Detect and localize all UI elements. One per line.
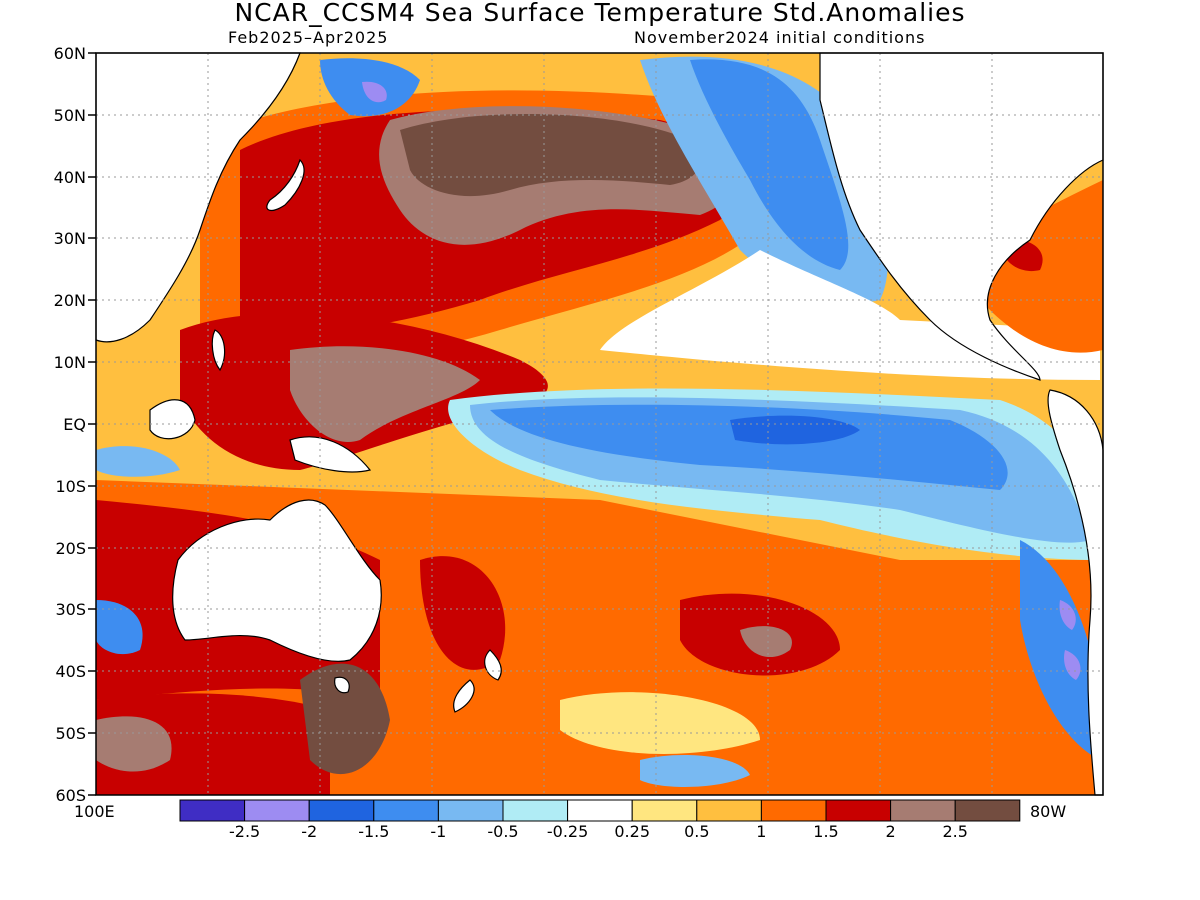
borneo-landmass	[149, 399, 196, 440]
colorbar-swatch	[890, 799, 956, 822]
south-america-landmass	[1047, 389, 1104, 796]
land-masses	[95, 52, 1104, 796]
asia-landmass	[95, 52, 301, 343]
colorbar-tick-label: -2.5	[228, 822, 261, 841]
colorbar-swatch	[954, 799, 1021, 822]
colorbar-tick-label: -1.5	[358, 822, 390, 841]
north-america-landmass	[819, 52, 1104, 381]
colorbar-swatch	[244, 799, 310, 822]
new-zealand-south-landmass	[453, 679, 475, 713]
lat-label-10n: 10N	[53, 353, 86, 372]
colorbar-tick-label: 0.25	[614, 822, 650, 841]
initial-conditions: November2024 initial conditions	[634, 28, 926, 47]
lat-label-40n: 40N	[53, 168, 86, 187]
map-title: NCAR_CCSM4 Sea Surface Temperature Std.A…	[234, 0, 966, 27]
lon-label-left: 100E	[74, 802, 115, 821]
lat-label-60n: 60N	[53, 44, 86, 63]
new-guinea-landmass	[289, 436, 372, 473]
lat-label-eq: EQ	[63, 415, 86, 434]
colorbar-swatch	[631, 799, 698, 822]
lat-label-10s: 10S	[55, 477, 86, 496]
graticule	[96, 53, 1103, 795]
colorbar-swatch	[825, 799, 892, 822]
colorbar-tick-label: -0.25	[546, 822, 589, 841]
lat-label-40s: 40S	[55, 662, 86, 681]
lat-label-60s: 60S	[55, 786, 86, 805]
lat-label-50n: 50N	[53, 106, 86, 125]
colorbar-swatch	[179, 799, 246, 822]
colorbar-swatch	[567, 799, 633, 822]
colorbar-swatch	[373, 799, 439, 822]
colorbar-tick-label: 1.5	[813, 822, 839, 841]
lat-label-20s: 20S	[55, 539, 86, 558]
colorbar-tick-label: -2	[301, 822, 318, 841]
japan-landmass	[266, 158, 305, 212]
colorbar	[179, 799, 1021, 822]
colorbar-tick-label: 1	[756, 822, 767, 841]
colorbar-tick-label: 0.5	[684, 822, 710, 841]
colorbar-swatch	[502, 799, 569, 822]
australia-landmass	[172, 499, 382, 662]
tasmania-landmass	[334, 676, 350, 694]
colorbar-tick-label: -0.5	[487, 822, 519, 841]
philippines-landmass	[211, 329, 226, 372]
colorbar-tick-label: 2	[885, 822, 896, 841]
colorbar-tick-label: -1	[430, 822, 447, 841]
lon-label-right: 80W	[1030, 802, 1067, 821]
lat-label-50s: 50S	[55, 724, 86, 743]
colorbar-swatch	[437, 799, 504, 822]
colorbar-tick-label: 2.5	[942, 822, 968, 841]
colorbar-swatch	[760, 799, 827, 822]
lat-ticks	[88, 52, 96, 796]
colorbar-swatch	[308, 799, 375, 822]
lat-label-30s: 30S	[55, 600, 86, 619]
forecast-period: Feb2025–Apr2025	[228, 28, 389, 47]
lat-label-30n: 30N	[53, 229, 86, 248]
lat-label-20n: 20N	[53, 291, 86, 310]
new-zealand-landmass	[484, 649, 502, 681]
colorbar-swatch	[696, 799, 762, 822]
